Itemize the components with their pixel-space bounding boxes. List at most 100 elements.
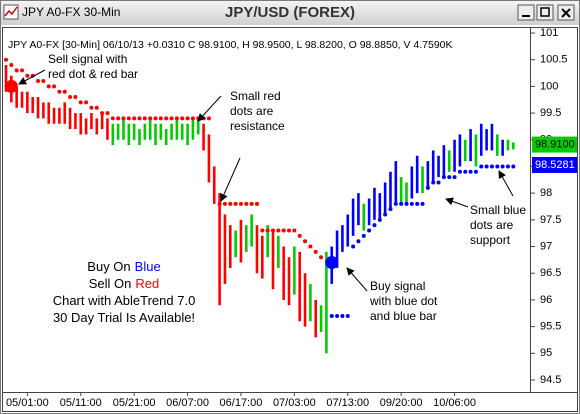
window-title: JPY A0-FX 30-Min — [22, 5, 120, 19]
resistance-dot — [297, 233, 302, 238]
x-tick-label: 07/03:00 — [273, 397, 316, 409]
resistance-dot — [148, 116, 153, 121]
resistance-dot — [303, 239, 308, 244]
support-dot — [340, 313, 345, 318]
resistance-dot — [105, 111, 110, 116]
annotation-text: Small blue — [470, 203, 526, 217]
y-tick-label: 98 — [540, 187, 552, 199]
support-dot — [393, 201, 398, 206]
resistance-dot — [36, 79, 41, 84]
y-tick-label: 96 — [540, 294, 552, 306]
resistance-dot — [319, 255, 324, 260]
support-dot — [399, 201, 404, 206]
support-dot — [484, 164, 489, 169]
support-dot — [420, 201, 425, 206]
annotation-arrow — [346, 267, 368, 292]
support-dot — [500, 164, 505, 169]
support-dot — [367, 228, 372, 233]
annotation-arrow — [445, 197, 469, 208]
support-dot — [441, 175, 446, 180]
note-part: Sell On — [89, 276, 132, 291]
window-buttons[interactable] — [517, 4, 575, 21]
x-tick-label: 06/17:00 — [220, 397, 263, 409]
resistance-dot — [25, 73, 30, 78]
resistance-dot — [206, 116, 211, 121]
resistance-dot — [313, 249, 318, 254]
resistance-dot — [244, 201, 249, 206]
resistance-dot — [169, 116, 174, 121]
x-tick-label: 05/11:00 — [60, 397, 102, 409]
resistance-dot — [265, 228, 270, 233]
annotation-text: and blue bar — [370, 309, 437, 323]
annotation-text: support — [470, 233, 511, 247]
annotation-arrow — [18, 69, 46, 85]
note-line: Buy On Blue — [87, 259, 160, 274]
resistance-dot — [20, 68, 25, 73]
resistance-dot — [73, 95, 78, 100]
resistance-dot — [222, 201, 227, 206]
resistance-dot — [254, 201, 259, 206]
support-dot — [415, 201, 420, 206]
resistance-dot — [142, 116, 147, 121]
resistance-dot — [52, 84, 57, 89]
resistance-dot — [164, 116, 169, 121]
annotation-arrow — [197, 95, 222, 122]
y-tick-label: 94.5 — [540, 374, 561, 386]
resistance-dot — [271, 228, 275, 233]
support-dot — [356, 239, 361, 244]
annotation-text: red dot & red bar — [48, 67, 138, 81]
note-line: Sell On Red — [89, 276, 160, 291]
note-line: Chart with AbleTrend 7.0 — [53, 293, 196, 308]
x-tick-label: 05/21:00 — [113, 397, 156, 409]
resistance-dot — [190, 116, 195, 121]
resistance-dot — [121, 116, 126, 121]
note-part: Red — [135, 276, 159, 291]
annotation-text: Sell signal with — [48, 52, 127, 66]
resistance-dot — [68, 95, 73, 100]
y-tick-label: 97.5 — [540, 214, 561, 226]
resistance-dot — [281, 228, 286, 233]
support-dot — [463, 169, 468, 174]
resistance-dot — [41, 79, 46, 84]
support-dot — [361, 233, 366, 238]
support-dot — [425, 185, 430, 190]
resistance-dot — [249, 201, 254, 206]
support-dot — [388, 207, 393, 212]
resistance-dot — [217, 201, 222, 206]
note-line: 30 Day Trial Is Available! — [53, 310, 195, 325]
x-tick-label: 10/06:00 — [433, 397, 476, 409]
note-part: Buy On — [87, 259, 130, 274]
y-tick-label: 97 — [540, 240, 552, 252]
annotation-text: with blue dot — [369, 294, 438, 308]
chart-title: JPY/USD (FOREX) — [225, 4, 355, 21]
annotation-text: dots are — [230, 104, 274, 118]
resistance-dot — [126, 116, 131, 121]
support-dot — [372, 223, 377, 228]
resistance-dot — [62, 89, 67, 94]
resistance-dot — [158, 116, 163, 121]
support-dot — [409, 201, 414, 206]
resistance-dot — [137, 116, 142, 121]
support-dot — [345, 313, 350, 318]
x-tick-label: 09/20:00 — [380, 397, 423, 409]
note-part: 30 Day Trial Is Available! — [53, 310, 195, 325]
x-tick-label: 07/13:00 — [326, 397, 369, 409]
support-dot — [489, 164, 494, 169]
resistance-dot — [185, 116, 190, 121]
support-dot — [383, 212, 388, 217]
support-dot — [404, 201, 409, 206]
minimize-button[interactable] — [517, 4, 535, 21]
support-dot — [479, 164, 484, 169]
support-dot — [505, 164, 510, 169]
resistance-dot — [153, 116, 158, 121]
resistance-dot — [180, 116, 185, 121]
resistance-dot — [46, 84, 51, 89]
support-dot — [329, 313, 334, 318]
price-label: 98.5281 — [535, 159, 575, 171]
resistance-dot — [238, 201, 243, 206]
resistance-dot — [132, 116, 137, 121]
y-tick-label: 101 — [540, 27, 558, 39]
x-tick-label: 05/01:00 — [6, 397, 49, 409]
price-label-box — [532, 156, 577, 173]
support-dot — [351, 244, 356, 249]
